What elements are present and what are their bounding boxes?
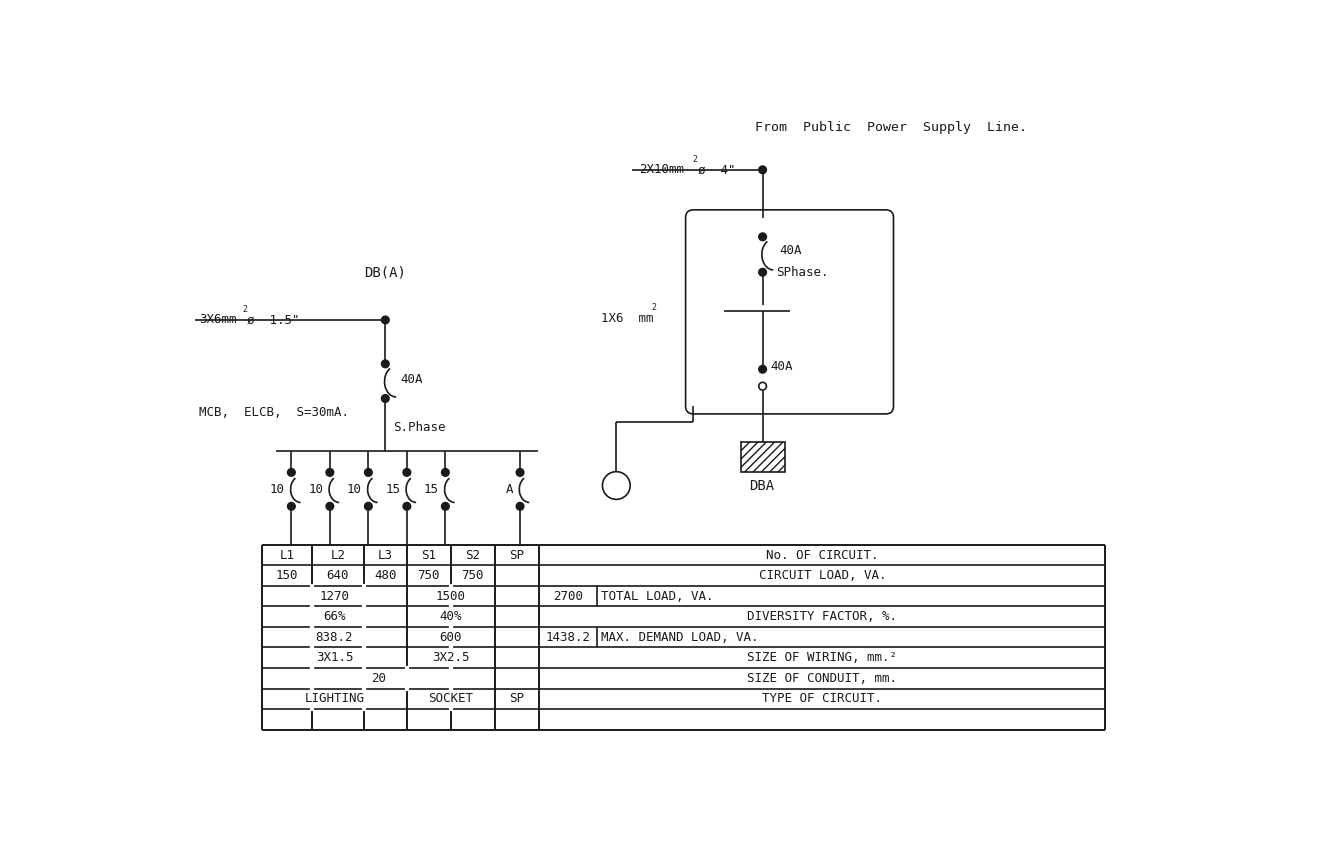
Text: 480: 480 — [374, 569, 397, 582]
Circle shape — [603, 472, 630, 500]
Text: DB(A): DB(A) — [363, 265, 406, 279]
Circle shape — [403, 468, 411, 476]
Circle shape — [759, 365, 767, 373]
Text: SP: SP — [510, 692, 524, 706]
Circle shape — [759, 382, 767, 390]
Text: 10: 10 — [270, 483, 285, 496]
Text: From  Public  Power  Supply  Line.: From Public Power Supply Line. — [755, 121, 1028, 134]
Text: 3X1.5: 3X1.5 — [315, 652, 353, 664]
Text: S1: S1 — [422, 549, 437, 561]
Text: DIVERSITY FACTOR, %.: DIVERSITY FACTOR, %. — [747, 610, 897, 623]
Text: SIZE OF WIRING, mm.²: SIZE OF WIRING, mm.² — [747, 652, 897, 664]
Text: S2: S2 — [466, 549, 480, 561]
Text: 40A: 40A — [401, 373, 423, 386]
Circle shape — [287, 468, 295, 476]
Circle shape — [403, 502, 411, 510]
Text: MCB,  ELCB,  S=30mA.: MCB, ELCB, S=30mA. — [198, 406, 349, 419]
Text: ø  1.5": ø 1.5" — [246, 313, 299, 327]
Circle shape — [759, 233, 767, 241]
Text: 2X10mm: 2X10mm — [639, 163, 684, 176]
Text: SPhase.: SPhase. — [776, 266, 829, 279]
Text: 640: 640 — [326, 569, 349, 582]
Text: 1270: 1270 — [319, 590, 350, 603]
Circle shape — [365, 468, 373, 476]
Bar — [741, 442, 785, 472]
Text: 10: 10 — [309, 483, 323, 496]
Text: MAX. DEMAND LOAD, VA.: MAX. DEMAND LOAD, VA. — [600, 630, 759, 644]
Text: TOTAL LOAD, VA.: TOTAL LOAD, VA. — [600, 590, 713, 603]
Text: L2: L2 — [330, 549, 346, 561]
Text: 150: 150 — [276, 569, 298, 582]
Text: 40%: 40% — [439, 610, 462, 623]
Circle shape — [326, 502, 334, 510]
Circle shape — [382, 360, 389, 368]
Text: SP: SP — [510, 549, 524, 561]
Text: DBA: DBA — [749, 479, 773, 493]
Bar — [741, 442, 785, 472]
Text: ø  4": ø 4" — [697, 163, 736, 176]
Text: 600: 600 — [439, 630, 462, 644]
Text: CIRCUIT LOAD, VA.: CIRCUIT LOAD, VA. — [759, 569, 886, 582]
Text: 1X6  mm: 1X6 mm — [600, 312, 654, 325]
Text: No. OF CIRCUIT.: No. OF CIRCUIT. — [767, 549, 878, 561]
Circle shape — [516, 468, 524, 476]
Text: SIZE OF CONDUIT, mm.: SIZE OF CONDUIT, mm. — [747, 672, 897, 684]
Text: 750: 750 — [462, 569, 484, 582]
Text: SOCKET: SOCKET — [429, 692, 474, 706]
Text: L1: L1 — [280, 549, 294, 561]
Text: 838.2: 838.2 — [315, 630, 353, 644]
Text: 2: 2 — [692, 155, 697, 165]
Text: 40A: 40A — [780, 244, 803, 257]
Text: LIGHTING: LIGHTING — [305, 692, 365, 706]
Text: 20: 20 — [371, 672, 386, 684]
Text: L3: L3 — [378, 549, 393, 561]
Circle shape — [516, 502, 524, 510]
FancyBboxPatch shape — [685, 210, 893, 414]
Text: 40A: 40A — [771, 360, 793, 373]
Text: A: A — [506, 483, 514, 496]
Text: TYPE OF CIRCUIT.: TYPE OF CIRCUIT. — [763, 692, 882, 706]
Text: 10: 10 — [347, 483, 362, 496]
Text: 2: 2 — [242, 305, 248, 314]
Circle shape — [759, 268, 767, 276]
Circle shape — [287, 502, 295, 510]
Text: 66%: 66% — [323, 610, 346, 623]
Circle shape — [382, 395, 389, 403]
Text: 3X6mm: 3X6mm — [198, 313, 237, 327]
Text: 3X2.5: 3X2.5 — [433, 652, 470, 664]
Text: 2: 2 — [651, 303, 656, 312]
Text: 750: 750 — [418, 569, 441, 582]
Circle shape — [442, 502, 450, 510]
Circle shape — [442, 468, 450, 476]
Text: 2700: 2700 — [554, 590, 583, 603]
Circle shape — [326, 468, 334, 476]
Text: 15: 15 — [385, 483, 401, 496]
Circle shape — [759, 166, 767, 174]
Text: S.Phase: S.Phase — [393, 421, 446, 435]
Text: 1500: 1500 — [435, 590, 466, 603]
Text: 1438.2: 1438.2 — [546, 630, 591, 644]
Text: 15: 15 — [423, 483, 439, 496]
Circle shape — [365, 502, 373, 510]
Circle shape — [382, 316, 389, 324]
